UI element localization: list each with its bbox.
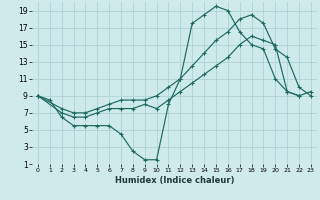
X-axis label: Humidex (Indice chaleur): Humidex (Indice chaleur) (115, 176, 234, 185)
